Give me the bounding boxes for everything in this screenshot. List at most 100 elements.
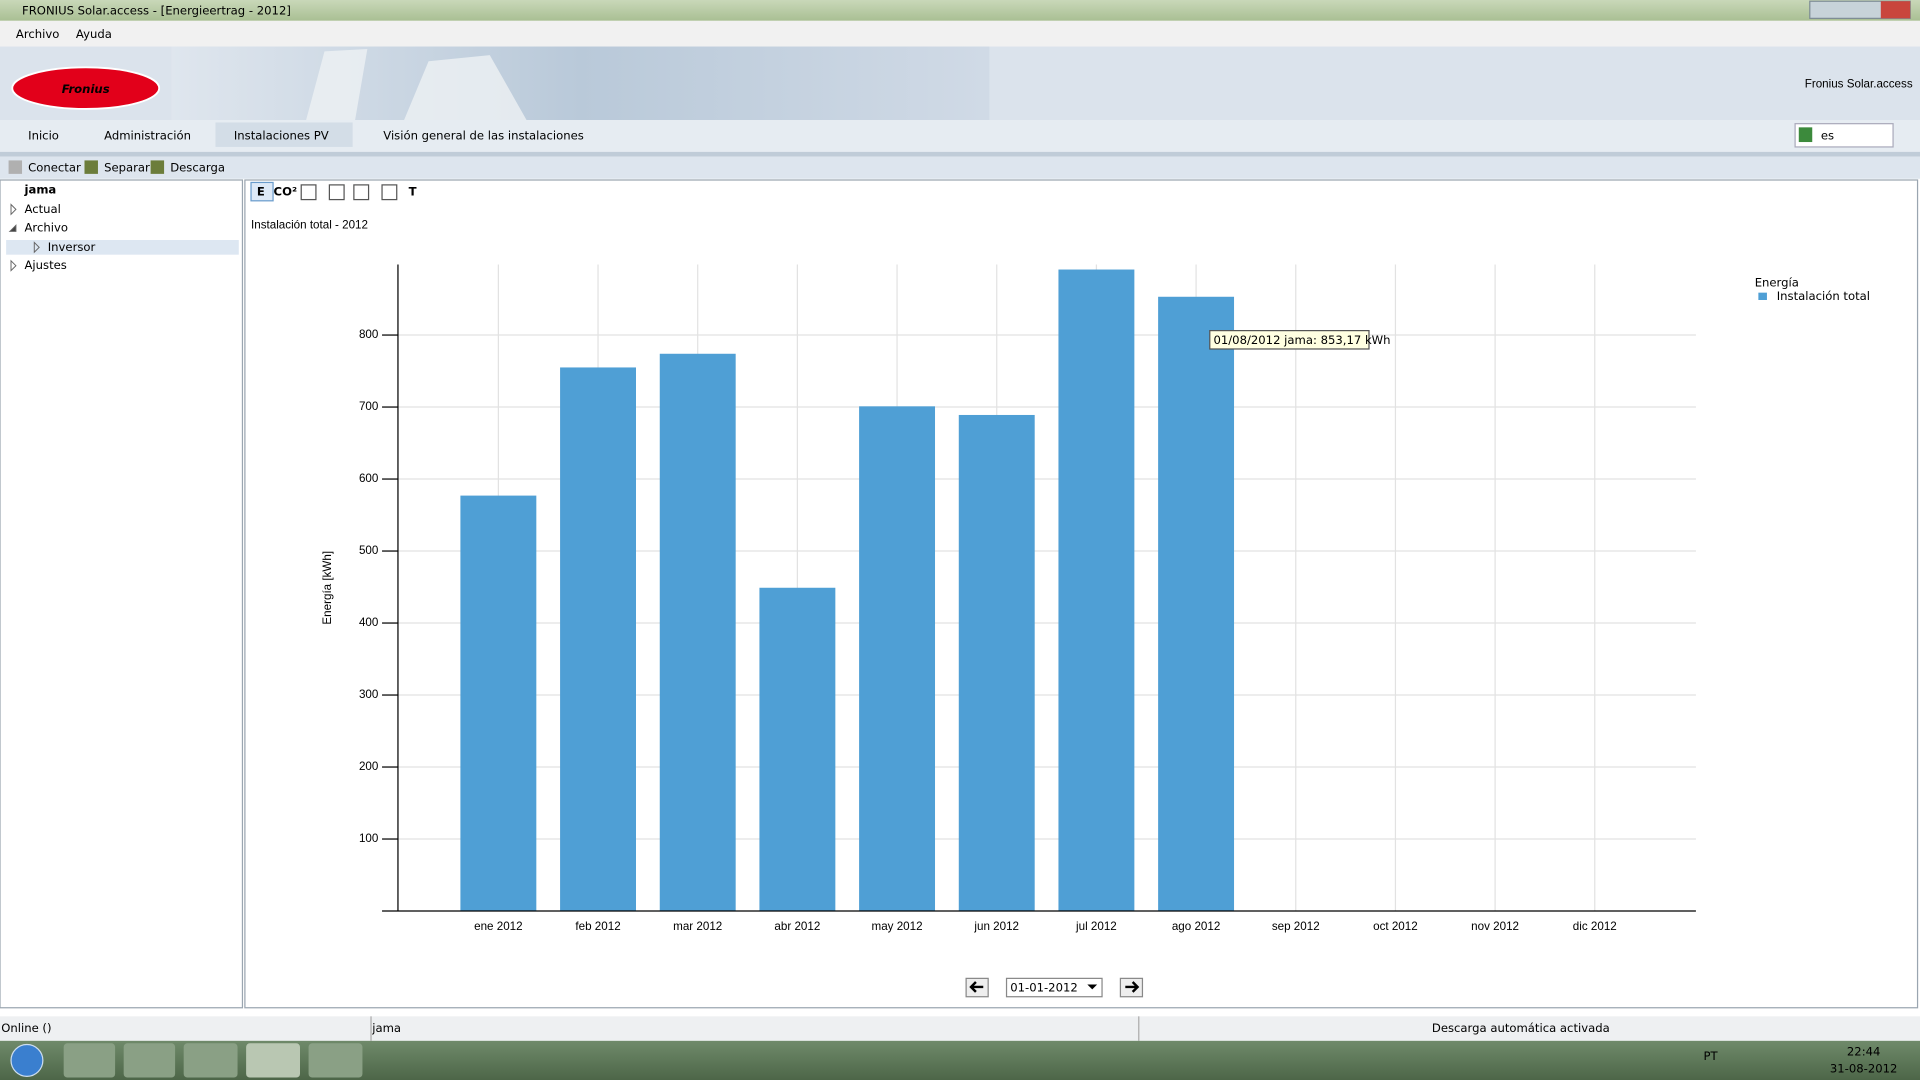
taskbar-language: PT (1704, 1049, 1719, 1063)
bar[interactable] (560, 367, 636, 912)
title-bar (0, 0, 1920, 21)
toolbar-button[interactable]: Separar (104, 160, 150, 174)
clock-date: 31-08-2012 (1830, 1061, 1898, 1075)
banner-photo (306, 48, 527, 120)
tree-item[interactable]: Actual (24, 202, 60, 216)
legend-title: Energía (1755, 275, 1799, 289)
x-tick-label: jun 2012 (973, 920, 1019, 933)
status-text: Online () (1, 1021, 51, 1035)
x-tick-label: nov 2012 (1471, 920, 1519, 933)
chart-tool[interactable]: E (257, 185, 265, 199)
chart-tool-selected[interactable] (250, 181, 274, 202)
toolbar-button[interactable]: Descarga (170, 160, 225, 174)
x-tick-label: dic 2012 (1573, 920, 1617, 933)
chart-tool-icon[interactable] (328, 184, 345, 201)
taskbar-app[interactable] (183, 1043, 238, 1078)
logo (11, 66, 161, 110)
tree-item[interactable]: Ajustes (24, 258, 66, 272)
tree-expander (8, 224, 17, 232)
toolbar-icon (150, 160, 165, 174)
dropdown-arrow (1087, 984, 1098, 990)
banner-image (171, 46, 990, 121)
toolbar-icon (84, 160, 98, 174)
tree-expander (33, 241, 40, 254)
x-tick-label: oct 2012 (1373, 920, 1418, 933)
bar[interactable] (659, 353, 736, 912)
bar[interactable] (759, 587, 836, 912)
y-tick-label: 400 (359, 616, 379, 629)
toolbar-button[interactable]: Conectar (28, 160, 81, 174)
bar[interactable] (1058, 269, 1135, 912)
tree-item[interactable]: Inversor (48, 240, 96, 254)
y-tick-label: 300 (359, 688, 379, 701)
x-tick-label: jul 2012 (1075, 920, 1117, 933)
chart-tool-icon[interactable] (353, 184, 370, 201)
y-axis-label: Energía [kWh] (321, 551, 334, 625)
tab[interactable]: Inicio (28, 128, 59, 142)
language-select[interactable] (1794, 123, 1894, 148)
tooltip: 01/08/2012 jama: 853,17 kWh (1213, 333, 1390, 347)
taskbar-app[interactable] (63, 1043, 116, 1078)
toolbar (0, 156, 1920, 179)
y-tick-label: 700 (359, 400, 379, 413)
status-text: jama (371, 1021, 401, 1035)
close-button[interactable] (1880, 1, 1911, 19)
bar[interactable] (460, 495, 537, 912)
language: es (1821, 128, 1834, 142)
legend-swatch (1758, 292, 1767, 300)
arrows (969, 981, 1140, 993)
tree-expander (10, 259, 17, 272)
status-bar (0, 1016, 1920, 1041)
chart-tool[interactable]: CO² (274, 185, 298, 199)
chart-tool[interactable]: T (409, 185, 417, 199)
taskbar-app[interactable] (123, 1043, 176, 1078)
tab[interactable]: Instalaciones PV (234, 128, 329, 142)
bar[interactable] (1158, 296, 1235, 912)
tree-panel (0, 179, 244, 1009)
x-tick-label: sep 2012 (1272, 920, 1320, 933)
product-name: Fronius Solar.access (1805, 78, 1913, 91)
tooltip-box (1209, 330, 1370, 350)
tab-selected[interactable] (215, 122, 353, 147)
tree-expander (10, 203, 17, 216)
tab[interactable]: Visión general de las instalaciones (383, 128, 584, 142)
chart-title: Instalación total - 2012 (251, 218, 368, 231)
x-tick-label: feb 2012 (575, 920, 620, 933)
date-value: 01-01-2012 (1010, 981, 1078, 995)
chart-tool-icon[interactable] (381, 184, 398, 201)
y-tick-label: 800 (359, 328, 379, 341)
logo-text: Fronius (62, 82, 110, 96)
x-tick-label: abr 2012 (774, 920, 820, 933)
bar[interactable] (958, 414, 1035, 912)
x-tick-label: ene 2012 (474, 920, 523, 933)
x-tick-label: mar 2012 (673, 920, 722, 933)
clock-time: 22:44 (1847, 1044, 1881, 1058)
legend-label: Instalación total (1777, 289, 1870, 303)
status-text: Descarga automática activada (1432, 1021, 1610, 1035)
menu-bar (0, 20, 1920, 47)
tab[interactable]: Administración (104, 128, 191, 142)
y-tick-label: 200 (359, 760, 379, 773)
language-icon (1798, 127, 1813, 143)
y-tick-label: 500 (359, 544, 379, 557)
start-button[interactable] (10, 1043, 44, 1077)
date-select[interactable] (1005, 977, 1103, 998)
separator (0, 151, 1920, 157)
x-tick-label: may 2012 (872, 920, 923, 933)
menu-item[interactable]: Ayuda (76, 27, 112, 41)
tree-item[interactable]: Archivo (24, 220, 67, 234)
taskbar-app-active[interactable] (246, 1043, 300, 1078)
x-tick-label: ago 2012 (1172, 920, 1221, 933)
chart-tool-icon[interactable] (300, 184, 317, 201)
y-tick-label: 600 (359, 472, 379, 485)
tree-item[interactable]: jama (23, 182, 56, 196)
menu-item[interactable]: Archivo (16, 27, 59, 41)
toolbar-icon (8, 160, 23, 174)
bar[interactable] (859, 406, 936, 912)
y-tick-label: 100 (359, 832, 379, 845)
taskbar-app[interactable] (308, 1043, 363, 1078)
tree-selection (6, 240, 239, 255)
